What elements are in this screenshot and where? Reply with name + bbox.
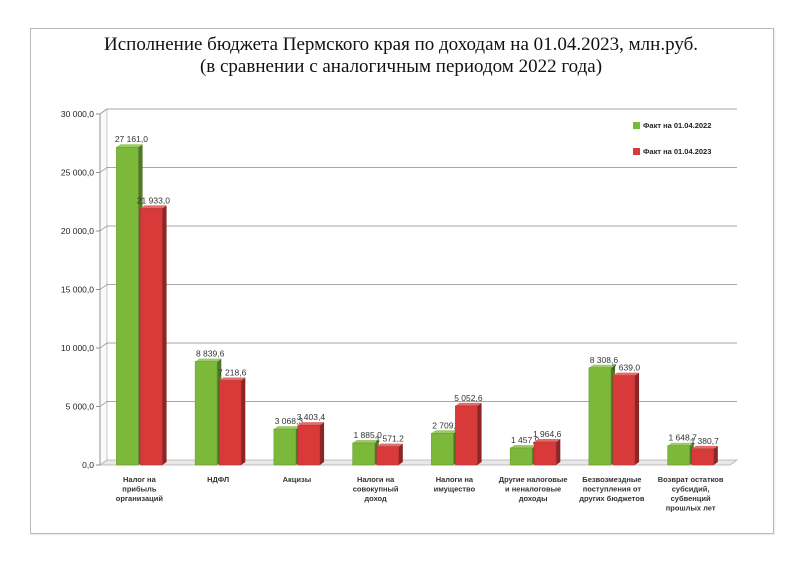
category-label: совокупный <box>353 485 399 494</box>
chart-subtitle: (в сравнении с аналогичным периодом 2022… <box>199 56 603 77</box>
gridline <box>99 108 737 115</box>
bar-top <box>667 442 694 446</box>
bar <box>352 442 375 466</box>
data-label: 3 403,4 <box>297 412 326 422</box>
bar <box>431 433 454 466</box>
category-label: субсидий, <box>672 485 710 494</box>
bar <box>691 448 714 466</box>
bar-top <box>534 439 561 443</box>
bar <box>455 405 478 466</box>
y-tick-label: 25 000,0 <box>61 168 94 178</box>
bar-top <box>195 358 222 362</box>
category-label: Налоги на <box>436 475 474 484</box>
data-label: 1 457,9 <box>511 435 540 445</box>
legend-swatch <box>633 148 640 155</box>
category-label: НДФЛ <box>207 475 229 484</box>
bar-top <box>455 402 482 406</box>
category-label: и неналоговые <box>505 485 561 494</box>
bar-top <box>219 377 246 381</box>
bar-top <box>691 445 718 449</box>
bar-side <box>713 445 718 465</box>
data-label: 7 639,0 <box>612 363 641 373</box>
data-label: 5 052,6 <box>454 393 483 403</box>
y-tick-label: 5 000,0 <box>66 402 95 412</box>
bar-side <box>477 402 482 465</box>
bar-side <box>556 439 561 465</box>
data-label: 1 885,0 <box>353 430 382 440</box>
bar <box>218 380 242 466</box>
bar-side <box>241 377 246 465</box>
category-label: Другие налоговые <box>499 475 568 484</box>
category-label: доход <box>364 494 387 503</box>
category-label: прошлых лет <box>666 504 716 513</box>
y-tick-label: 0,0 <box>82 460 94 470</box>
category-label: прибыль <box>122 485 157 494</box>
chart-title-block: Исполнение бюджета Пермского края по дох… <box>30 34 772 78</box>
bar <box>297 424 321 466</box>
data-label: 27 161,0 <box>115 134 148 144</box>
bar <box>509 447 533 466</box>
category-label: имущество <box>434 485 476 494</box>
gridline <box>99 225 737 232</box>
bar <box>273 428 297 466</box>
category-label: других бюджетов <box>579 494 645 503</box>
bar <box>588 367 612 466</box>
data-label: 1 964,6 <box>533 429 562 439</box>
bar-side <box>162 205 167 465</box>
y-tick-label: 15 000,0 <box>61 285 94 295</box>
gridline <box>99 342 737 349</box>
category-label: организаций <box>116 494 164 503</box>
gridline <box>99 401 737 407</box>
category-label: Акцизы <box>283 475 312 484</box>
bar-side <box>319 422 325 465</box>
category-label: Возврат остатков <box>658 475 724 484</box>
data-label: 8 308,6 <box>590 355 619 365</box>
bar-top <box>612 372 640 376</box>
y-tick-label: 30 000,0 <box>61 109 94 119</box>
bar <box>140 208 163 466</box>
bar <box>667 445 690 466</box>
category-label: поступления от <box>583 485 642 494</box>
gridline <box>99 167 737 173</box>
bar <box>116 146 139 466</box>
bar-top <box>376 443 403 447</box>
category-label: Налог на <box>123 475 157 484</box>
data-label: 8 839,6 <box>196 349 225 359</box>
data-label: 2 709,0 <box>432 420 461 430</box>
data-label: 1 380,7 <box>690 436 719 446</box>
bar-top <box>588 364 616 368</box>
chart-title: Исполнение бюджета Пермского края по дох… <box>104 34 698 55</box>
bar-side <box>634 372 640 465</box>
bar <box>533 441 557 466</box>
bar <box>612 375 636 466</box>
category-label: доходы <box>519 494 548 503</box>
category-label: субвенций <box>671 494 711 503</box>
bar-top <box>431 430 458 434</box>
legend-label: Факт на 01.04.2022 <box>643 121 711 130</box>
legend-swatch <box>633 122 640 129</box>
data-label: 21 933,0 <box>137 195 170 205</box>
bar-top <box>116 144 143 148</box>
y-tick-label: 10 000,0 <box>61 343 94 353</box>
gridline <box>99 284 737 290</box>
bar <box>194 361 218 466</box>
bar-top <box>297 422 325 426</box>
bar-top <box>352 439 379 443</box>
bar-top <box>140 205 167 209</box>
category-label: Безвозмездные <box>582 475 641 484</box>
bar-top <box>510 444 537 448</box>
category-label: Налоги на <box>357 475 395 484</box>
legend-label: Факт на 01.04.2023 <box>643 147 711 156</box>
bar <box>376 446 399 466</box>
data-label: 1 648,7 <box>668 433 697 443</box>
data-label: 3 068,3 <box>275 416 304 426</box>
data-label: 7 218,6 <box>218 368 247 378</box>
bar-top <box>273 426 301 430</box>
y-tick-label: 20 000,0 <box>61 226 94 236</box>
bar-side <box>398 443 403 465</box>
data-label: 1 571,2 <box>375 434 404 444</box>
